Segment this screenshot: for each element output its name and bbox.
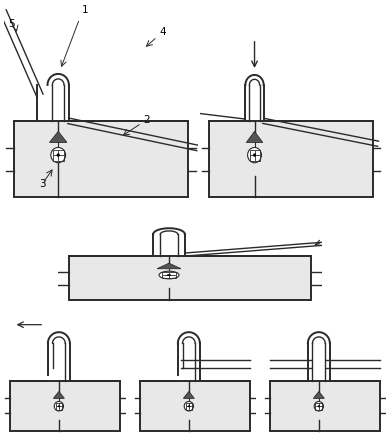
Circle shape (188, 405, 190, 407)
Polygon shape (54, 392, 64, 398)
Circle shape (54, 401, 64, 411)
Polygon shape (50, 132, 67, 142)
Circle shape (248, 148, 262, 163)
Circle shape (314, 401, 324, 411)
Text: 2: 2 (144, 115, 150, 125)
FancyBboxPatch shape (140, 381, 250, 431)
Circle shape (57, 153, 60, 157)
Polygon shape (184, 392, 194, 398)
Circle shape (159, 271, 179, 279)
FancyBboxPatch shape (209, 121, 373, 197)
Text: 1: 1 (81, 5, 88, 15)
Circle shape (167, 274, 171, 276)
Polygon shape (157, 263, 181, 268)
Circle shape (51, 148, 66, 163)
Circle shape (58, 405, 60, 407)
Text: 3: 3 (39, 179, 45, 189)
FancyBboxPatch shape (69, 256, 312, 301)
Text: 4: 4 (159, 27, 166, 37)
Circle shape (253, 153, 256, 157)
Polygon shape (314, 392, 324, 398)
FancyBboxPatch shape (14, 121, 188, 197)
Circle shape (184, 401, 194, 411)
FancyBboxPatch shape (270, 381, 380, 431)
FancyBboxPatch shape (10, 381, 120, 431)
Text: 5: 5 (8, 19, 14, 29)
Polygon shape (246, 132, 263, 142)
Circle shape (318, 405, 320, 407)
